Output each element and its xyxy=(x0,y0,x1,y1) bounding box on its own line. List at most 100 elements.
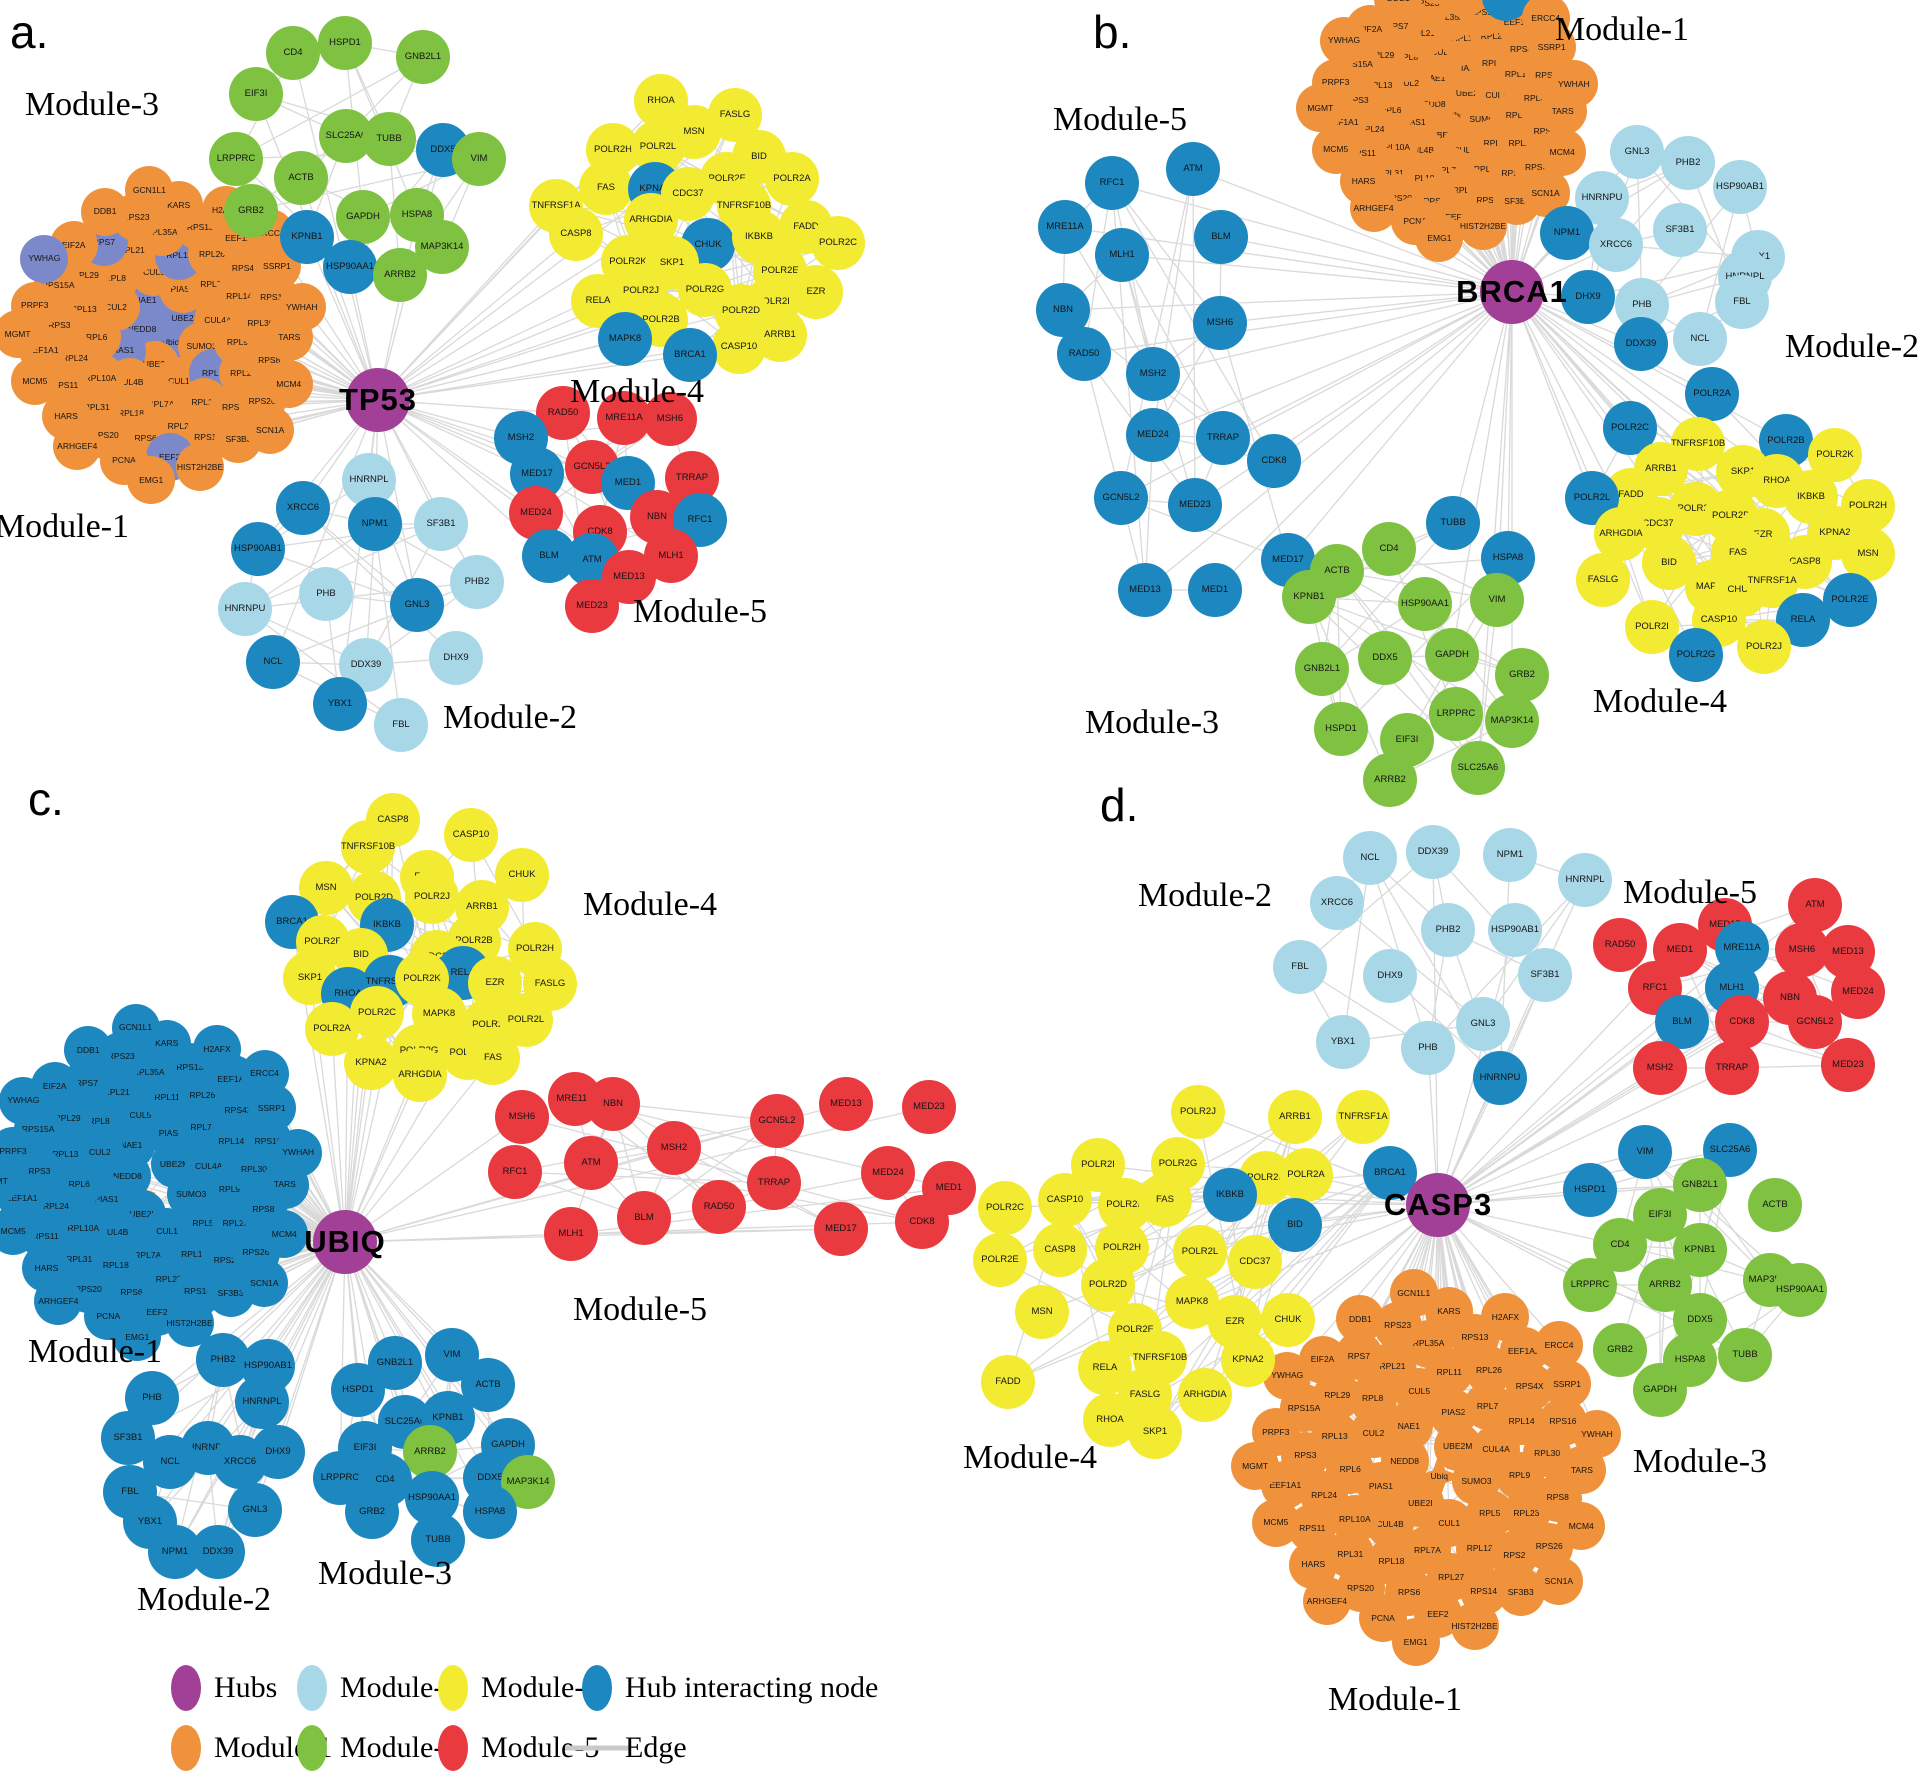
node-med24[interactable]: MED24 xyxy=(1831,965,1885,1019)
node-arhgdia[interactable]: ARHGDIA xyxy=(1594,507,1648,561)
node-arrb1[interactable]: ARRB1 xyxy=(1268,1090,1322,1144)
node-polr2c[interactable]: POLR2C xyxy=(350,986,404,1040)
node-polr2j[interactable]: POLR2J xyxy=(1171,1085,1225,1139)
node-mcm4[interactable]: MCM4 xyxy=(260,1210,309,1259)
node-atm[interactable]: ATM xyxy=(1166,142,1220,196)
node-tubb[interactable]: TUBB xyxy=(1718,1328,1772,1382)
node-hnrnpl[interactable]: HNRNPL xyxy=(1558,853,1612,907)
node-arhgdia[interactable]: ARHGDIA xyxy=(1178,1368,1232,1422)
node-mgmt[interactable]: MGMT xyxy=(1296,83,1345,132)
node-blm[interactable]: BLM xyxy=(1655,995,1709,1049)
node-sf3b1[interactable]: SF3B1 xyxy=(1518,948,1572,1002)
node-hspd1[interactable]: HSPD1 xyxy=(1563,1163,1617,1217)
node-emg1[interactable]: EMG1 xyxy=(127,456,176,504)
node-med13[interactable]: MED13 xyxy=(1118,563,1172,617)
node-cd4[interactable]: CD4 xyxy=(1362,522,1416,576)
node-hsp90aa1[interactable]: HSP90AA1 xyxy=(1398,577,1452,631)
node-cdc37[interactable]: CDC37 xyxy=(1228,1235,1282,1289)
node-arhgdia[interactable]: ARHGDIA xyxy=(393,1048,447,1102)
node-tnfrsf1a[interactable]: TNFRSF1A xyxy=(1336,1090,1390,1144)
node-polr2g[interactable]: POLR2G xyxy=(1669,628,1723,682)
node-emg1[interactable]: EMG1 xyxy=(113,1312,162,1361)
node-polr2e[interactable]: POLR2E xyxy=(1823,573,1877,627)
node-dhx9[interactable]: DHX9 xyxy=(429,631,483,685)
node-npm1[interactable]: NPM1 xyxy=(1483,828,1537,882)
node-msh2[interactable]: MSH2 xyxy=(647,1121,701,1175)
node-bid[interactable]: BID xyxy=(1268,1198,1322,1252)
node-msh2[interactable]: MSH2 xyxy=(1126,347,1180,401)
hub-node-casp3[interactable] xyxy=(1406,1173,1470,1237)
node-msh2[interactable]: MSH2 xyxy=(1633,1041,1687,1095)
node-grb2[interactable]: GRB2 xyxy=(1495,648,1549,702)
node-fas[interactable]: FAS xyxy=(579,161,633,215)
node-ywhag[interactable]: YWHAG xyxy=(1320,16,1369,65)
node-brca1[interactable]: BRCA1 xyxy=(663,328,717,382)
node-arhgef4[interactable]: ARHGEF4 xyxy=(53,422,102,471)
node-vim[interactable]: VIM xyxy=(1470,573,1524,627)
node-med13[interactable]: MED13 xyxy=(819,1077,873,1131)
node-mgmt[interactable]: MGMT xyxy=(1231,1442,1280,1491)
node-ddb1[interactable]: DDB1 xyxy=(1374,0,1423,23)
node-med13[interactable]: MED13 xyxy=(602,550,656,604)
node-arrb2[interactable]: ARRB2 xyxy=(1363,753,1417,807)
node-gcn1l1[interactable]: GCN1L1 xyxy=(1389,1269,1438,1318)
node-gcn5l2[interactable]: GCN5L2 xyxy=(1094,471,1148,525)
node-polr2j[interactable]: POLR2J xyxy=(405,870,459,924)
node-hspd1[interactable]: HSPD1 xyxy=(318,16,372,70)
node-blm[interactable]: BLM xyxy=(617,1191,671,1245)
node-emg1[interactable]: EMG1 xyxy=(1391,1617,1440,1666)
node-rfc1[interactable]: RFC1 xyxy=(488,1145,542,1199)
node-vim[interactable]: VIM xyxy=(452,132,506,186)
node-ywhah[interactable]: YWHAH xyxy=(274,1128,323,1177)
node-phb[interactable]: PHB xyxy=(125,1371,179,1425)
node-casp8[interactable]: CASP8 xyxy=(549,207,603,261)
node-casp10[interactable]: CASP10 xyxy=(444,808,498,862)
node-ncl[interactable]: NCL xyxy=(1343,831,1397,885)
node-msh6[interactable]: MSH6 xyxy=(1775,923,1829,977)
node-lrpprc[interactable]: LRPPRC xyxy=(1563,1258,1617,1312)
node-phb2[interactable]: PHB2 xyxy=(1421,903,1475,957)
node-gnl3[interactable]: GNL3 xyxy=(228,1483,282,1537)
node-ikbkb[interactable]: IKBKB xyxy=(1203,1168,1257,1222)
node-atm[interactable]: ATM xyxy=(564,1136,618,1190)
node-tubb[interactable]: TUBB xyxy=(362,112,416,166)
node-cdk8[interactable]: CDK8 xyxy=(895,1195,949,1249)
node-polr2a[interactable]: POLR2A xyxy=(1685,367,1739,421)
node-ywhag[interactable]: YWHAG xyxy=(1263,1351,1312,1400)
node-med24[interactable]: MED24 xyxy=(1126,408,1180,462)
node-ddb1[interactable]: DDB1 xyxy=(64,1026,113,1075)
node-gcn1l1[interactable]: GCN1L1 xyxy=(125,166,174,215)
node-h2afx[interactable]: H2AFX xyxy=(192,1024,241,1073)
node-casp10[interactable]: CASP10 xyxy=(712,320,766,374)
node-xrcc6[interactable]: XRCC6 xyxy=(1310,876,1364,930)
node-msn[interactable]: MSN xyxy=(1015,1285,1069,1339)
node-casp10[interactable]: CASP10 xyxy=(1038,1173,1092,1227)
node-med1[interactable]: MED1 xyxy=(1188,563,1242,617)
node-rad50[interactable]: RAD50 xyxy=(692,1180,746,1234)
node-ddx39[interactable]: DDX39 xyxy=(1406,825,1460,879)
node-phb[interactable]: PHB xyxy=(299,567,353,621)
node-kpna2[interactable]: KPNA2 xyxy=(344,1036,398,1090)
node-gapdh[interactable]: GAPDH xyxy=(1425,628,1479,682)
node-scn1a[interactable]: SCN1A xyxy=(240,1259,289,1308)
node-map3k14[interactable]: MAP3K14 xyxy=(1485,694,1539,748)
node-med23[interactable]: MED23 xyxy=(902,1080,956,1134)
node-grb2[interactable]: GRB2 xyxy=(345,1485,399,1539)
node-xrcc6[interactable]: XRCC6 xyxy=(213,1435,267,1489)
node-mcm5[interactable]: MCM5 xyxy=(1251,1498,1300,1547)
node-scn1a[interactable]: SCN1A xyxy=(1534,1557,1583,1606)
node-phb2[interactable]: PHB2 xyxy=(1661,136,1715,190)
node-tubb[interactable]: TUBB xyxy=(411,1513,465,1567)
node-hist2h2be[interactable]: HIST2H2BE xyxy=(1459,202,1507,251)
node-ncl[interactable]: NCL xyxy=(246,635,300,689)
node-mcm5[interactable]: MCM5 xyxy=(1311,125,1360,174)
node-xrcc6[interactable]: XRCC6 xyxy=(1589,218,1643,272)
node-hnrnpl[interactable]: HNRNPL xyxy=(235,1375,289,1429)
node-mcm4[interactable]: MCM4 xyxy=(264,359,313,408)
node-hspa8[interactable]: HSPA8 xyxy=(463,1485,517,1539)
hub-node-tp53[interactable] xyxy=(346,368,410,432)
node-msh6[interactable]: MSH6 xyxy=(495,1090,549,1144)
node-fas[interactable]: FAS xyxy=(466,1031,520,1085)
node-fbl[interactable]: FBL xyxy=(374,698,428,752)
node-cdk8[interactable]: CDK8 xyxy=(1247,434,1301,488)
